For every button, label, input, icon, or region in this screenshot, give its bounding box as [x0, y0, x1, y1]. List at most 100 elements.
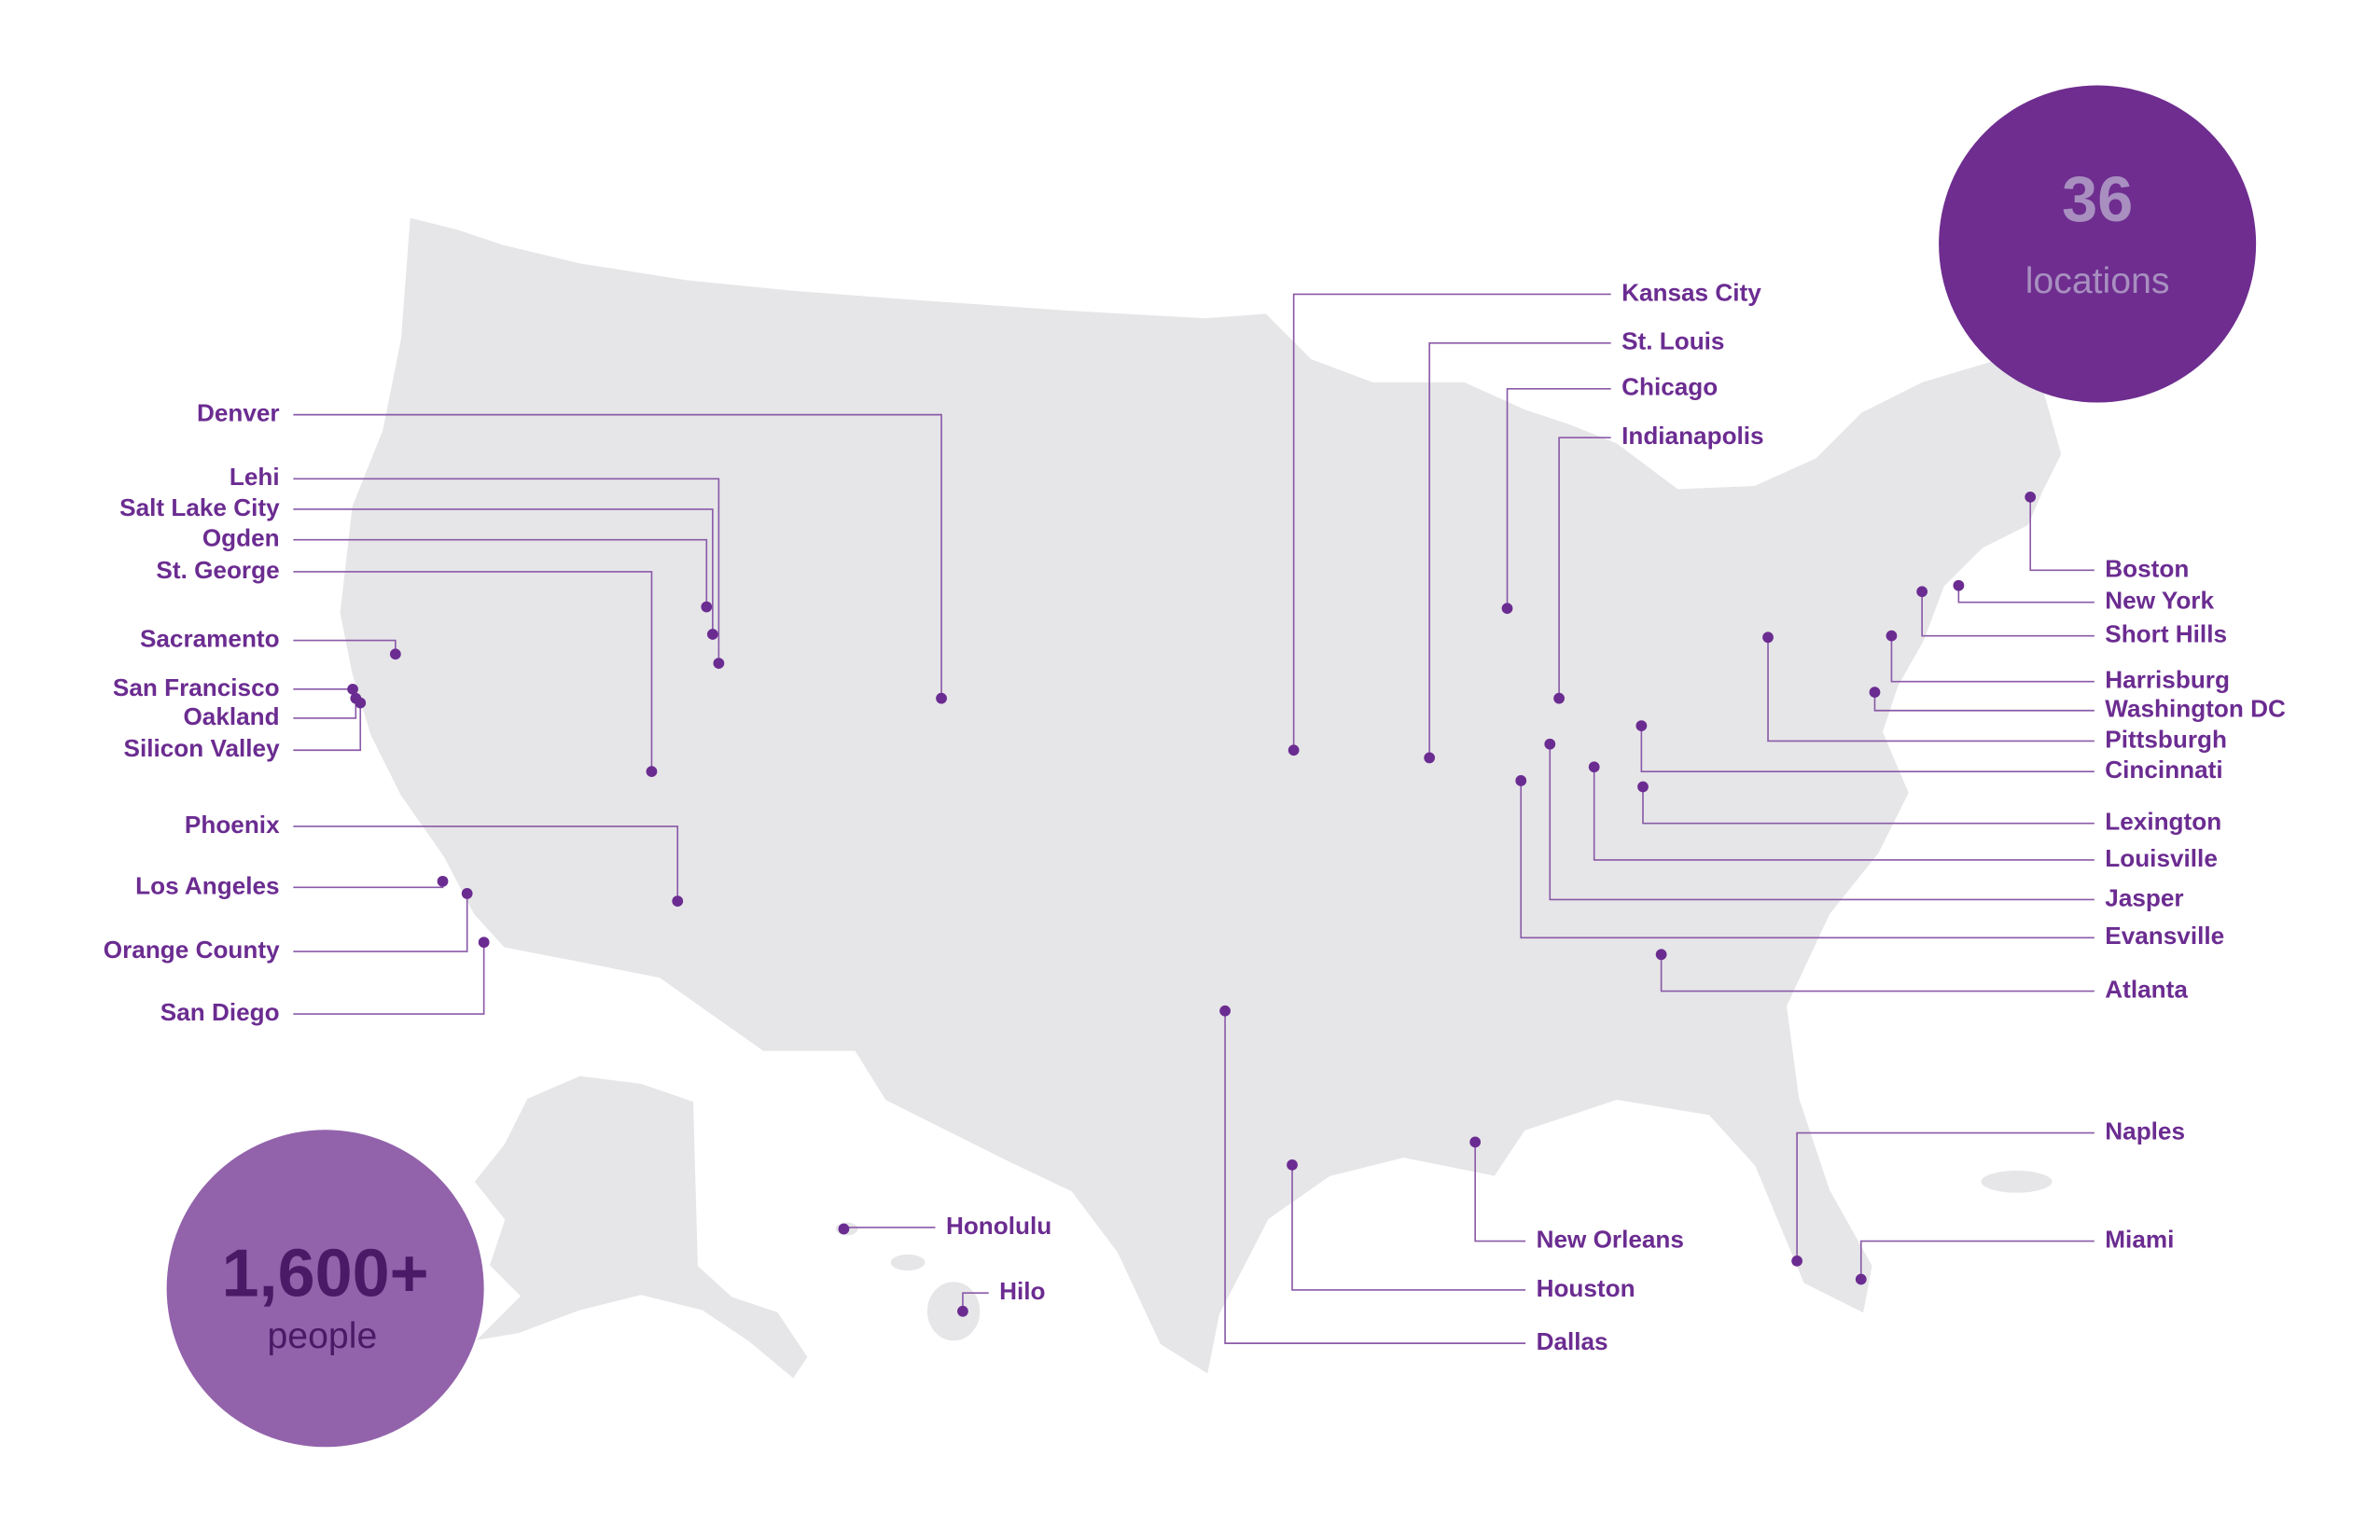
badge-label: people: [267, 1315, 377, 1356]
location-dot: [1869, 687, 1881, 699]
location-label: Louisville: [2105, 844, 2218, 872]
leader-line: [293, 698, 357, 719]
location-label: Short Hills: [2105, 620, 2227, 648]
location-label: Hilo: [999, 1277, 1045, 1305]
location-label: Phoenix: [185, 811, 280, 839]
leader-line: [293, 538, 708, 607]
leader-line: [1767, 637, 2095, 742]
location-label: Lexington: [2105, 808, 2221, 836]
location-label: Miami: [2105, 1226, 2174, 1254]
location-dot: [1637, 781, 1649, 793]
location-dot: [1469, 1136, 1482, 1148]
leader-line: [1291, 1164, 1526, 1291]
location-label: Jasper: [2105, 883, 2183, 911]
leader-line: [1292, 293, 1611, 751]
location-dot: [706, 629, 718, 640]
badge-label: locations: [2025, 260, 2170, 301]
location-dot: [838, 1223, 850, 1235]
leader-line: [2029, 496, 2095, 572]
location-dot: [478, 936, 490, 949]
location-label: Los Angeles: [135, 871, 279, 899]
location-dot: [1855, 1273, 1867, 1285]
badge-circle: [166, 1130, 484, 1448]
location-dot: [1287, 1158, 1298, 1171]
location-label: Orange County: [104, 936, 280, 964]
leader-line: [1428, 341, 1611, 758]
location-dot: [1553, 692, 1565, 704]
location-label: St. Louis: [1621, 327, 1724, 355]
leader-line: [1873, 692, 2095, 712]
location-dot: [1916, 586, 1928, 598]
location-label: Naples: [2105, 1117, 2185, 1145]
location-dot: [1287, 744, 1300, 756]
leader-line: [1558, 437, 1611, 699]
location-label: Harrisburg: [2105, 666, 2230, 694]
hawaii-big-island: [925, 1279, 982, 1343]
location-label: Washington DC: [2105, 695, 2286, 723]
leader-line: [1506, 388, 1611, 609]
leader-line: [293, 571, 653, 772]
location-label: New York: [2105, 587, 2214, 615]
location-label: Ogden: [202, 524, 280, 552]
leader-line: [1796, 1131, 2095, 1261]
location-dot: [646, 766, 658, 778]
location-label: San Francisco: [113, 673, 280, 701]
badge-count: 36: [2062, 163, 2133, 235]
location-label: Lehi: [230, 463, 280, 491]
leader-line: [1520, 780, 2095, 939]
leader-line: [1642, 786, 2095, 825]
location-label: Silicon Valley: [124, 734, 281, 762]
location-dot: [1424, 752, 1436, 764]
leader-line: [293, 893, 468, 952]
people-badge: 1,600+ people: [166, 1130, 484, 1448]
leader-line: [1474, 1142, 1526, 1242]
leader-line: [293, 825, 679, 902]
hawaii-maui: [888, 1252, 927, 1273]
leader-line: [293, 508, 714, 635]
locations-badge: 36 locations: [1939, 85, 2257, 403]
leader-line: [1640, 726, 2095, 772]
location-label: Pittsburgh: [2105, 725, 2227, 753]
location-label: Sacramento: [140, 624, 280, 652]
location-dot: [936, 692, 947, 704]
location-label: Boston: [2105, 554, 2189, 582]
leader-line: [1593, 767, 2095, 861]
location-label: Chicago: [1621, 373, 1718, 401]
location-dot: [1762, 631, 1774, 644]
leader-line: [1549, 743, 2095, 901]
location-dot: [355, 697, 367, 709]
location-dot: [957, 1305, 968, 1317]
location-dot: [461, 888, 473, 899]
location-label: Honolulu: [946, 1212, 1051, 1240]
leader-line: [1890, 635, 2095, 683]
location-dot: [1791, 1255, 1802, 1267]
leader-line: [1957, 585, 2095, 604]
location-dot: [1635, 720, 1648, 731]
location-label: Indianapolis: [1621, 422, 1764, 450]
leader-line: [293, 413, 942, 699]
badge-count: 1,600+: [222, 1236, 429, 1311]
contiguous-us: [338, 215, 2064, 1378]
location-dot: [437, 875, 449, 887]
location-label: Houston: [1537, 1274, 1635, 1302]
leader-line: [293, 942, 485, 1015]
location-dot: [713, 658, 725, 669]
location-label: Atlanta: [2105, 975, 2188, 1003]
location-dot: [1501, 603, 1513, 615]
leader-line: [293, 881, 444, 889]
location-dot: [1588, 761, 1600, 773]
puerto-rico: [1979, 1168, 2054, 1196]
badge-circle: [1939, 85, 2257, 403]
location-dot: [1655, 949, 1667, 961]
location-dot: [1219, 1005, 1231, 1017]
location-label: Dallas: [1537, 1327, 1608, 1355]
location-label: San Diego: [160, 998, 280, 1026]
location-dot: [1544, 738, 1556, 750]
us-map: [338, 215, 2064, 1382]
location-label: Evansville: [2105, 922, 2224, 950]
leader-line: [293, 478, 720, 664]
location-dot: [701, 601, 713, 613]
